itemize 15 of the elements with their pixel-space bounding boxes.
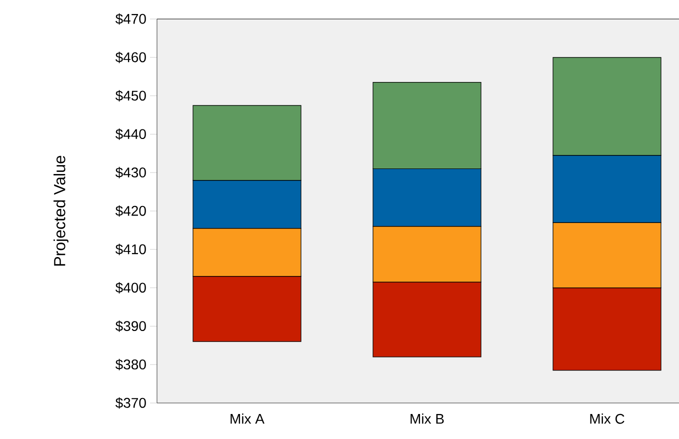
- y-tick-label: $390: [115, 320, 146, 332]
- y-tick-label: $470: [115, 13, 146, 25]
- y-tick-label: $450: [115, 90, 146, 102]
- x-tick-label: Mix A: [230, 414, 264, 424]
- x-tick-label: Mix C: [590, 414, 624, 424]
- y-tick-label: $430: [115, 166, 146, 178]
- y-tick-label: $460: [115, 52, 146, 64]
- y-tick-label: $440: [115, 128, 146, 140]
- y-axis-title: Projected Value: [54, 156, 68, 266]
- y-tick-label: $400: [115, 282, 146, 294]
- y-tick-label: $370: [115, 397, 146, 409]
- y-tick-label: $410: [115, 244, 146, 256]
- y-tick-label: $420: [115, 205, 146, 217]
- x-tick-label: Mix B: [410, 414, 444, 424]
- y-tick-label: $380: [115, 358, 146, 370]
